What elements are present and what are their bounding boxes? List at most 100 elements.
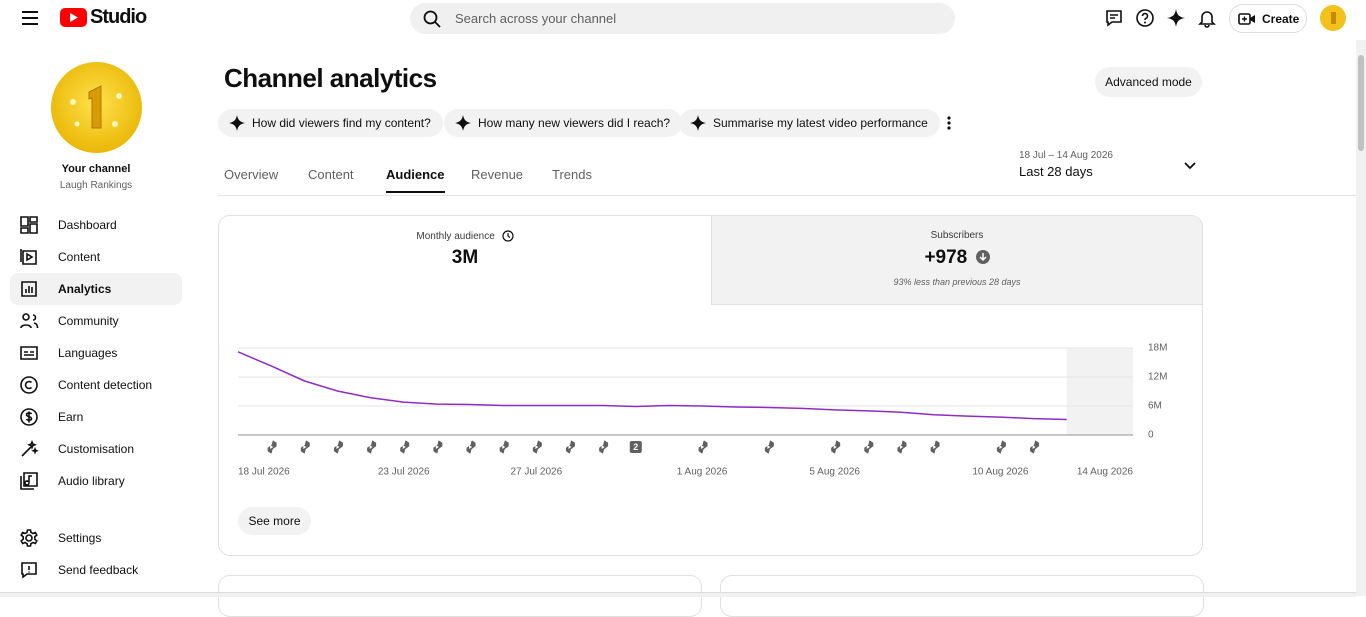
nav-label: Community xyxy=(58,314,119,328)
metric-label: Subscribers xyxy=(930,230,984,241)
x-tick-label: 23 Jul 2026 xyxy=(378,467,430,478)
line xyxy=(237,351,1067,421)
nav-item[interactable]: Analytics xyxy=(10,273,182,305)
nav-label: Content xyxy=(58,250,101,264)
chart: 0 6M 12M 18M 18 Jul 2026 23 Jul 2026 27 Jul 20… xyxy=(237,343,1167,478)
y-tick-label: 0 xyxy=(1148,430,1154,441)
sparkle-icon xyxy=(229,115,245,131)
help-icon[interactable] xyxy=(1135,8,1155,28)
upload-marker-play xyxy=(402,445,406,449)
page: Studio {"topbar": {"logo": "Studio", "se… xyxy=(0,3,1366,617)
upload-marker-play xyxy=(601,445,605,449)
advanced-mode-label: Advanced mode xyxy=(1105,75,1192,89)
x-tick-label: 10 Aug 2026 xyxy=(972,467,1029,478)
period[interactable]: Last 28 days xyxy=(1019,164,1093,179)
upload-marker-play xyxy=(767,445,771,449)
metric-label-text: Monthly audience xyxy=(416,231,495,242)
audience-card: Monthly audience 3M Subscribers +978 93%… xyxy=(218,215,1203,556)
more-options[interactable] xyxy=(945,115,953,131)
nav-item[interactable]: Community xyxy=(10,305,182,337)
channel-avatar[interactable] xyxy=(51,62,142,153)
create-label: Create xyxy=(1262,11,1300,26)
sparkle-icon xyxy=(690,115,706,131)
channel-title: Your channel xyxy=(61,163,131,175)
nav-icon xyxy=(21,439,39,457)
channel-name: Laugh Rankings xyxy=(59,180,133,191)
nav-label: Dashboard xyxy=(58,218,117,232)
tab[interactable]: Trends xyxy=(552,167,592,182)
upload-marker-play xyxy=(502,445,506,449)
nav-item[interactable]: Settings xyxy=(10,522,182,554)
scrollbar-thumb[interactable] xyxy=(1358,55,1364,151)
x-tick-label: 14 Aug 2026 xyxy=(1077,467,1134,478)
nav-icon xyxy=(20,313,39,329)
nav-item[interactable]: Customisation xyxy=(10,433,182,465)
metric-value: 3M xyxy=(451,247,479,268)
prompt-chip[interactable]: How did viewers find my content? xyxy=(218,109,443,137)
metric-note: 93% less than previous 28 days xyxy=(893,277,1021,287)
tabs-divider xyxy=(218,195,1356,196)
notifications-icon[interactable] xyxy=(1197,8,1217,28)
upload-marker xyxy=(629,441,642,453)
metric-value-text: +978 xyxy=(924,247,968,268)
see-more-button[interactable]: See more xyxy=(238,507,311,535)
tab[interactable]: Content xyxy=(308,167,354,182)
nav-icon xyxy=(21,562,37,579)
tab[interactable]: Overview xyxy=(224,167,279,182)
upload-marker-play xyxy=(336,445,340,449)
nav-label: Send feedback xyxy=(58,563,139,577)
logo-text[interactable]: Studio xyxy=(90,6,147,28)
metric-value: +978 xyxy=(711,247,1202,269)
nav-item[interactable]: Audio library xyxy=(10,465,182,497)
upload-marker-play xyxy=(833,445,837,449)
period-dropdown[interactable] xyxy=(1183,160,1197,172)
nav-label: Analytics xyxy=(58,282,112,296)
menu-button[interactable] xyxy=(20,10,40,26)
nav-item[interactable]: Content detection xyxy=(10,369,182,401)
upload-marker-play xyxy=(270,445,274,449)
upload-marker-play xyxy=(469,445,473,449)
nav-item[interactable]: Content xyxy=(10,241,182,273)
search-box[interactable]: Search across your channel xyxy=(410,3,955,34)
nav-icon xyxy=(20,376,38,394)
advanced-mode-button[interactable]: Advanced mode xyxy=(1095,67,1202,97)
subscribers-tab[interactable] xyxy=(711,216,1202,305)
upload-marker-play xyxy=(1032,445,1036,449)
upload-marker-play xyxy=(369,445,373,449)
upload-marker-play xyxy=(701,445,705,449)
nav-item[interactable]: Dashboard xyxy=(10,209,182,241)
tab[interactable]: Audience xyxy=(386,167,445,193)
nav-label: Content detection xyxy=(58,378,153,392)
upload-marker-play xyxy=(303,445,307,449)
nav-item[interactable]: Send feedback xyxy=(10,554,182,586)
nav-item[interactable]: Earn xyxy=(10,401,182,433)
x-tick-label: 1 Aug 2026 xyxy=(677,467,728,478)
upload-marker-play xyxy=(568,445,572,449)
prompt-chip[interactable]: Summarise my latest video performance xyxy=(679,109,940,137)
x-tick-label: 5 Aug 2026 xyxy=(809,467,860,478)
scrollbar[interactable] xyxy=(1356,40,1366,596)
page-title: Channel analytics xyxy=(224,63,437,93)
feedback-icon[interactable] xyxy=(1104,8,1124,28)
incomplete-data-region xyxy=(1066,348,1133,435)
prompt-chip[interactable]: How many new viewers did I reach? xyxy=(444,109,683,137)
account-avatar[interactable] xyxy=(1320,5,1346,31)
upload-marker-play xyxy=(866,445,870,449)
upload-marker-play xyxy=(535,445,539,449)
sparkle-icon xyxy=(455,115,471,131)
nav-label: Languages xyxy=(58,346,118,360)
tab[interactable]: Revenue xyxy=(471,167,524,182)
nav-icon xyxy=(20,472,38,490)
logo-icon[interactable] xyxy=(60,8,88,28)
nav-label: Earn xyxy=(58,410,84,424)
sparkle-icon[interactable] xyxy=(1166,8,1186,28)
nav-icon xyxy=(21,281,37,297)
nav-icon xyxy=(20,529,38,547)
h-scrollbar[interactable] xyxy=(0,592,1356,597)
nav-item[interactable]: Languages xyxy=(10,337,182,369)
create-button[interactable]: Create xyxy=(1229,4,1307,33)
nav-label: Settings xyxy=(58,531,102,545)
nav-label: Audio library xyxy=(58,474,125,488)
app: Studio Search across your channel Create… xyxy=(0,3,1366,617)
date-range[interactable]: 18 Jul – 14 Aug 2026 xyxy=(1019,150,1113,161)
